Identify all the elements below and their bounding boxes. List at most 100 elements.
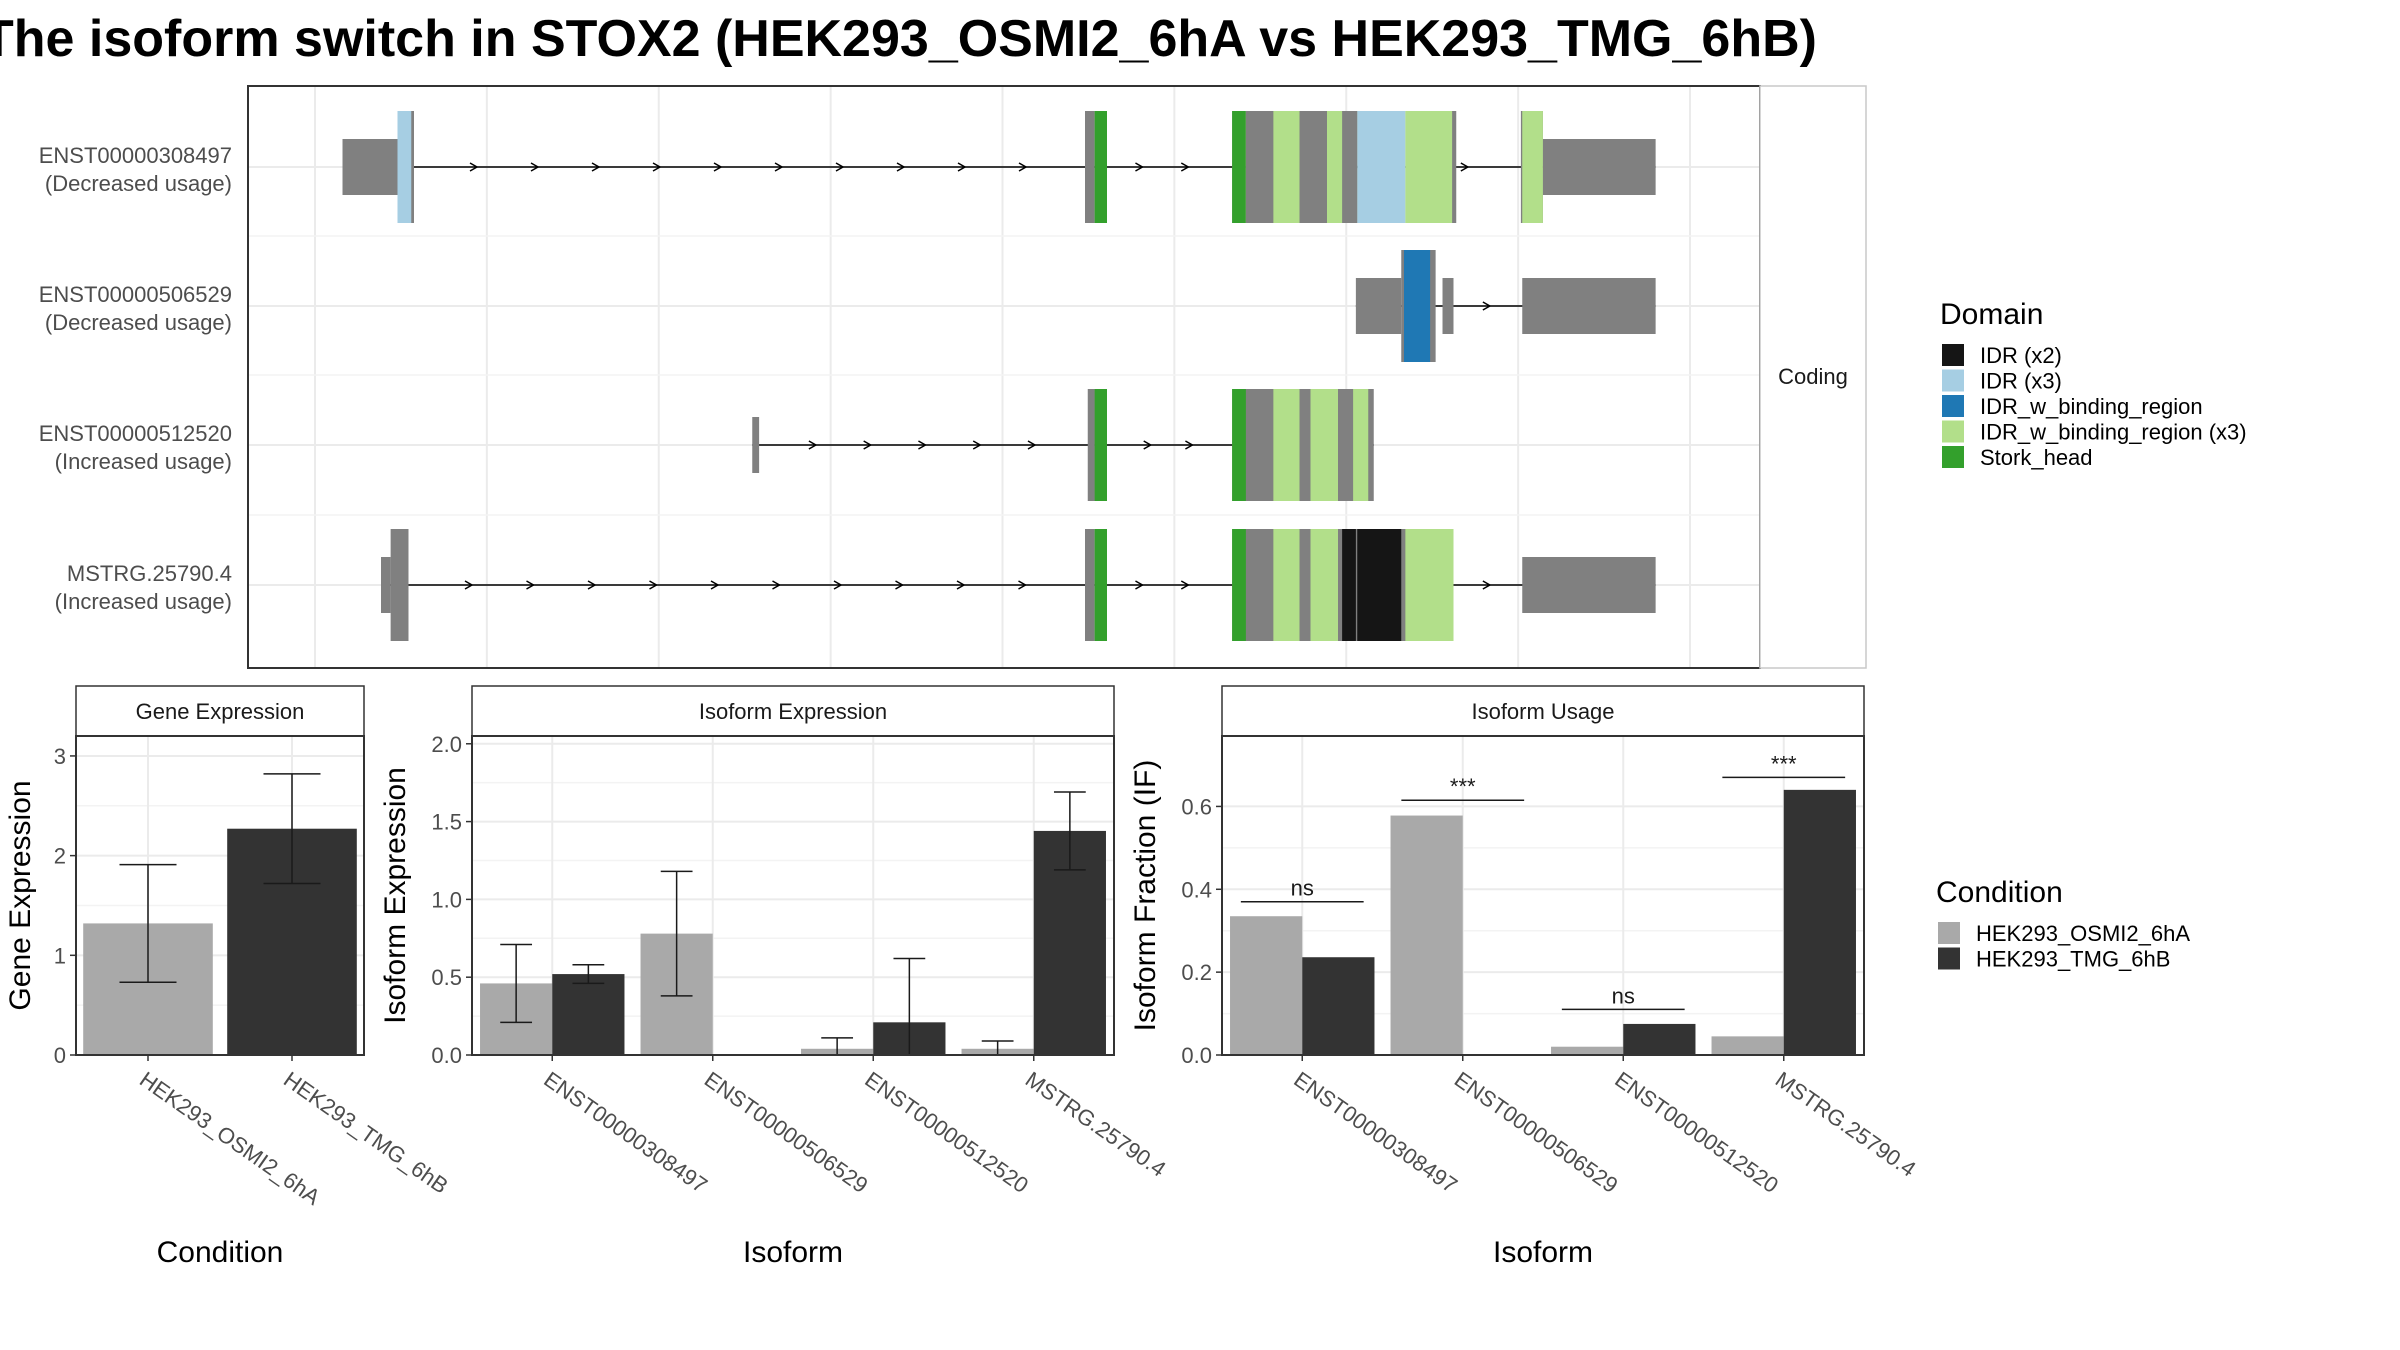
- isoform-id-label-0: ENST00000308497: [39, 143, 232, 168]
- cds-segment-0-4: [1452, 111, 1457, 223]
- intron-arrow-2-2-1: [1143, 440, 1153, 450]
- xtick-label-0: ENST00000308497: [1289, 1067, 1462, 1198]
- intron-arrow-3-1-5: [710, 580, 720, 590]
- intron-arrow-0-1-2: [530, 162, 540, 172]
- exon-0-2: [1085, 111, 1095, 223]
- xtick-label-0: ENST00000308497: [539, 1067, 712, 1198]
- intron-arrow-3-1-6: [772, 580, 782, 590]
- intron-arrow-0-2-2: [1180, 162, 1190, 172]
- bar-0-1: [1390, 815, 1463, 1055]
- bar-1-0: [552, 974, 625, 1055]
- domain-2-0: [1094, 389, 1107, 501]
- domain-0-6: [1357, 111, 1406, 223]
- intron-arrow-0-1-4: [652, 162, 662, 172]
- domain-2-2: [1273, 389, 1300, 501]
- isoform-usage-label-1: (Decreased usage): [45, 310, 232, 335]
- domain-0-2: [1232, 111, 1246, 223]
- significance-label-0: ns: [1291, 876, 1314, 901]
- cds-segment-0-3: [1342, 111, 1358, 223]
- ytick-label-0: 0.0: [431, 1043, 462, 1068]
- ytick-label-3: 0.6: [1181, 794, 1212, 819]
- panel-title: Gene Expression: [136, 699, 305, 724]
- y-axis-title: Isoform Fraction (IF): [1129, 760, 1162, 1032]
- ytick-label-1: 0.2: [1181, 960, 1212, 985]
- isoform-usage-label-3: (Increased usage): [55, 589, 232, 614]
- ytick-label-3: 1.5: [431, 810, 462, 835]
- significance-label-2: ns: [1612, 983, 1635, 1008]
- exon-0-0: [342, 139, 398, 195]
- facet-label: Coding: [1778, 364, 1848, 389]
- domain-2-3: [1310, 389, 1338, 501]
- domain-0-0: [397, 111, 412, 223]
- condition-legend-swatch-1: [1938, 947, 1960, 970]
- ytick-label-2: 1.0: [431, 887, 462, 912]
- figure-title: The isoform switch in STOX2 (HEK293_OSMI…: [0, 10, 1817, 68]
- panel-title: Isoform Usage: [1471, 699, 1614, 724]
- domain-2-4: [1353, 389, 1369, 501]
- domain-3-1: [1232, 529, 1246, 641]
- isoform-id-label-3: MSTRG.25790.4: [67, 561, 232, 586]
- panel-strip: [75, 685, 365, 737]
- intron-arrow-3-1-2: [526, 580, 536, 590]
- ytick-label-3: 3: [54, 744, 66, 769]
- domain-legend-label-0: IDR (x2): [1980, 343, 2062, 368]
- domain-3-4: [1342, 529, 1356, 641]
- domain-3-3: [1310, 529, 1338, 641]
- domain-0-1: [1094, 111, 1107, 223]
- intron-arrow-3-2-1: [1135, 580, 1144, 590]
- domain-legend-label-4: Stork_head: [1980, 445, 2093, 470]
- exon-3-0: [381, 557, 391, 613]
- isoform-expression-panel: Isoform Expression 0.0 0.5 1.0 1.5 2.0 ENST000…: [379, 685, 1170, 1269]
- intron-arrow-0-1-9: [957, 162, 967, 172]
- intron-arrow-3-1-3: [587, 580, 597, 590]
- isoform-id-label-1: ENST00000506529: [39, 282, 232, 307]
- plot-border: [1221, 735, 1865, 1056]
- intron-arrow-2-2-2: [1185, 440, 1194, 450]
- exon-1-0: [1355, 278, 1402, 334]
- intron-arrow-3-2-2: [1180, 580, 1190, 590]
- condition-legend-label-0: HEK293_OSMI2_6hA: [1976, 921, 2190, 946]
- domain-3-0: [1094, 529, 1107, 641]
- y-axis-title: Gene Expression: [4, 780, 37, 1010]
- intron-arrow-2-0-3: [918, 440, 927, 450]
- intron-arrow-2-0-1: [808, 440, 818, 450]
- domain-3-5: [1357, 529, 1402, 641]
- domain-3-6: [1405, 529, 1454, 641]
- domain-legend: Domain IDR (x2)IDR (x3)IDR_w_binding_regi…: [1940, 298, 2247, 470]
- domain-legend-label-1: IDR (x3): [1980, 369, 2062, 394]
- intron-arrow-0-2-1: [1135, 162, 1144, 172]
- domain-1-0: [1404, 250, 1431, 362]
- ytick-label-2: 2: [54, 844, 66, 869]
- xtick-label-2: ENST00000512520: [1610, 1067, 1783, 1198]
- intron-arrow-0-1-10: [1018, 162, 1028, 172]
- domain-3-2: [1273, 529, 1300, 641]
- significance-label-3: ***: [1771, 751, 1797, 776]
- domain-legend-label-2: IDR_w_binding_region: [1980, 394, 2203, 419]
- domain-legend-swatch-4: [1942, 446, 1964, 468]
- x-axis-title: Isoform: [1493, 1236, 1593, 1269]
- bar-1-0: [1302, 957, 1375, 1055]
- domain-0-8: [1522, 111, 1543, 223]
- x-axis-title: Isoform: [743, 1236, 843, 1269]
- exon-0-5: [1542, 139, 1656, 195]
- domain-0-4: [1273, 111, 1300, 223]
- exon-1-3: [1442, 278, 1454, 334]
- intron-arrow-3-1-10: [1018, 580, 1028, 590]
- domain-legend-title: Domain: [1940, 298, 2043, 331]
- exon-1-2: [1431, 250, 1436, 362]
- domain-0-7: [1405, 111, 1454, 223]
- exon-2-3: [1232, 389, 1374, 501]
- domain-2-1: [1232, 389, 1246, 501]
- ytick-label-1: 0.5: [431, 965, 462, 990]
- xtick-label-2: ENST00000512520: [860, 1067, 1033, 1198]
- ytick-label-4: 2.0: [431, 732, 462, 757]
- bar-1-3: [1783, 789, 1856, 1055]
- ytick-label-0: 0: [54, 1043, 66, 1068]
- isoform-id-label-2: ENST00000512520: [39, 421, 232, 446]
- panel-title: Isoform Expression: [699, 699, 887, 724]
- exon-3-2: [1085, 529, 1095, 641]
- plot-border: [471, 735, 1115, 1056]
- structure-panel-bg: [248, 86, 1760, 668]
- intron-arrow-2-0-2: [863, 440, 873, 450]
- ytick-label-0: 0.0: [1181, 1043, 1212, 1068]
